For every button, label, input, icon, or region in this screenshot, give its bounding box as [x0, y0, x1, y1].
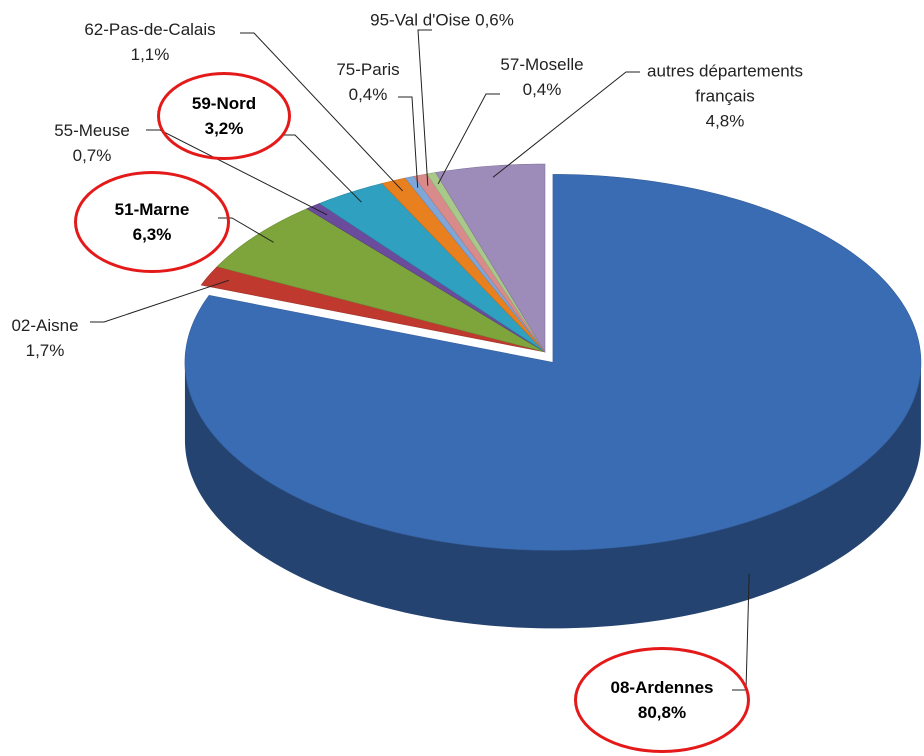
- leader-line: [281, 134, 362, 203]
- leader-line: [492, 71, 640, 178]
- slice-label: 02-Aisne 1,7%: [11, 313, 78, 363]
- value-label: 0,6%: [475, 10, 514, 30]
- slice-side: [184, 362, 921, 629]
- value-label: 1,7%: [25, 341, 65, 360]
- slice: [200, 266, 546, 353]
- highlight-ring: [157, 72, 291, 160]
- highlight-ring: [74, 171, 230, 273]
- category-label: autres départements français: [647, 61, 803, 106]
- leader-line: [240, 32, 404, 192]
- category-label: 62-Pas-de-Calais: [84, 20, 216, 39]
- leader-line: [437, 93, 500, 185]
- category-label: 95-Val d'Oise: [370, 10, 471, 30]
- slice: [435, 163, 546, 354]
- leader-line: [398, 96, 419, 188]
- slice-label: 75-Paris 0,4%: [336, 57, 399, 107]
- value-label: 1,1%: [130, 45, 170, 64]
- category-label: 02-Aisne: [11, 316, 79, 335]
- slice: [216, 208, 546, 353]
- category-label: 57-Moselle: [500, 55, 584, 74]
- category-label: 75-Paris: [336, 60, 400, 79]
- slice-label: 57-Moselle 0,4%: [500, 52, 583, 102]
- slice: [184, 174, 922, 551]
- slice-label: 95-Val d'Oise 0,6%: [370, 8, 514, 33]
- value-label: 0,7%: [72, 146, 112, 165]
- highlight-ring: [574, 647, 750, 753]
- slice-label: 62-Pas-de-Calais 1,1%: [84, 17, 215, 67]
- category-label: 55-Meuse: [54, 121, 130, 140]
- value-label: 4,8%: [705, 111, 745, 131]
- value-label: 0,4%: [522, 80, 562, 99]
- value-label: 0,4%: [348, 85, 388, 104]
- slice-label: 55-Meuse 0,7%: [54, 118, 130, 168]
- slice-label: autres départements français 4,8%: [640, 59, 810, 134]
- leader-line: [90, 279, 229, 323]
- slice: [318, 183, 546, 353]
- leader-line: [417, 29, 432, 186]
